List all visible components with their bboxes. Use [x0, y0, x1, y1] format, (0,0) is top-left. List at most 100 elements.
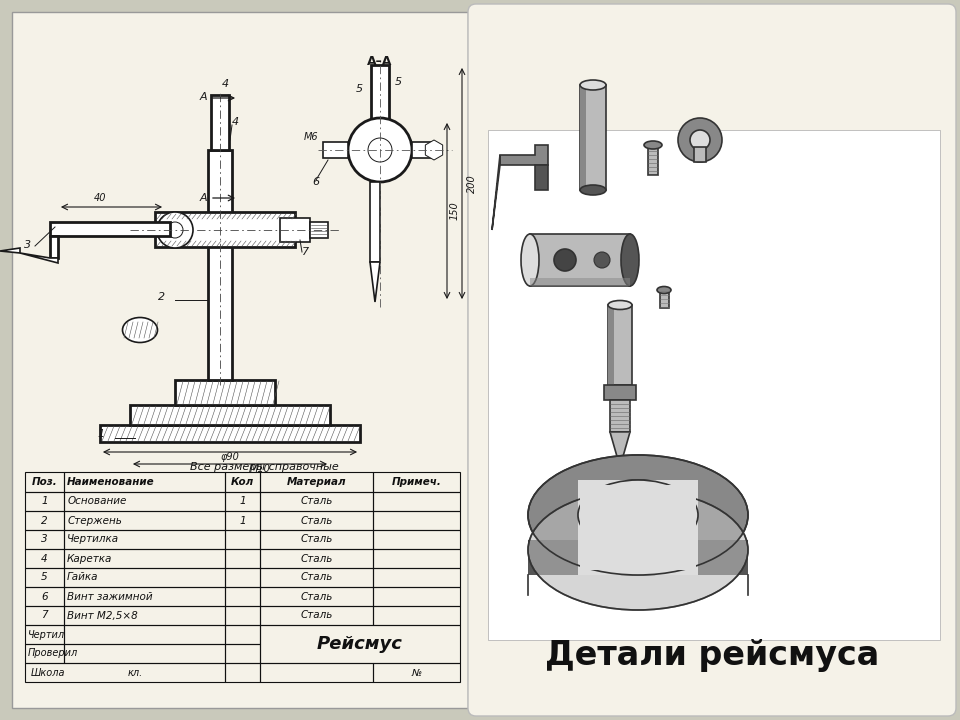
Text: Стержень: Стержень	[67, 516, 122, 526]
Text: 7: 7	[41, 611, 48, 621]
Text: Сталь: Сталь	[300, 611, 332, 621]
Bar	[412, 142, 434, 158]
Circle shape	[690, 130, 710, 150]
Bar	[528, 540, 748, 575]
Text: 4: 4	[222, 79, 229, 89]
Polygon shape	[500, 145, 548, 165]
Bar	[373, 530, 460, 549]
Bar	[100, 425, 360, 442]
Text: Материал: Материал	[287, 477, 347, 487]
Text: Гайка: Гайка	[67, 572, 99, 582]
Bar	[25, 511, 64, 530]
Bar	[260, 549, 373, 568]
Bar	[50, 236, 58, 258]
Polygon shape	[425, 140, 443, 160]
Ellipse shape	[578, 480, 698, 550]
Circle shape	[554, 249, 576, 271]
Bar	[25, 492, 64, 511]
Text: Сталь: Сталь	[300, 592, 332, 601]
Bar	[370, 182, 380, 262]
Bar	[50, 222, 170, 236]
Bar	[225, 663, 260, 682]
Ellipse shape	[580, 185, 606, 195]
Text: М10: М10	[250, 464, 271, 474]
FancyBboxPatch shape	[468, 4, 956, 716]
Bar	[371, 65, 389, 120]
Bar	[260, 587, 373, 606]
Text: Сталь: Сталь	[300, 572, 332, 582]
Bar	[260, 530, 373, 549]
Bar	[25, 549, 64, 568]
Text: М6: М6	[303, 132, 318, 142]
Text: Винт зажимной: Винт зажимной	[67, 592, 153, 601]
Bar	[373, 511, 460, 530]
Bar	[488, 130, 940, 640]
Text: 5: 5	[356, 84, 363, 94]
Bar	[25, 530, 64, 549]
Bar	[225, 511, 260, 530]
Text: 4: 4	[232, 117, 239, 127]
Text: 200: 200	[467, 175, 477, 194]
Polygon shape	[492, 155, 500, 230]
Bar	[211, 95, 229, 150]
Text: Основание: Основание	[67, 497, 127, 506]
Bar	[373, 587, 460, 606]
Bar	[175, 380, 275, 405]
Ellipse shape	[123, 318, 157, 343]
Bar	[130, 405, 330, 425]
Polygon shape	[20, 253, 58, 263]
Bar	[260, 568, 373, 587]
Ellipse shape	[528, 455, 748, 575]
Bar	[280, 218, 310, 242]
Ellipse shape	[621, 234, 639, 286]
Ellipse shape	[580, 80, 606, 90]
Ellipse shape	[608, 300, 632, 310]
Bar	[580, 85, 586, 190]
Text: Винт М2,5×8: Винт М2,5×8	[67, 611, 138, 621]
Text: Рейсмус: Рейсмус	[317, 635, 403, 653]
Bar	[260, 663, 373, 682]
Bar	[373, 568, 460, 587]
Circle shape	[594, 252, 610, 268]
Text: Все размеры справочные: Все размеры справочные	[190, 462, 339, 472]
Text: 1: 1	[239, 497, 246, 506]
Bar	[64, 472, 225, 492]
Circle shape	[368, 138, 392, 162]
Text: 3: 3	[24, 240, 32, 250]
Bar	[64, 587, 225, 606]
Text: Проверил: Проверил	[28, 649, 79, 659]
Text: Детали рейсмуса: Детали рейсмуса	[545, 639, 879, 672]
Text: 6: 6	[312, 177, 320, 187]
Bar	[225, 472, 260, 492]
Text: Школа: Школа	[31, 667, 65, 678]
Circle shape	[157, 212, 193, 248]
Bar	[64, 625, 225, 644]
Bar	[225, 568, 260, 587]
Text: Сталь: Сталь	[300, 534, 332, 544]
Bar	[64, 492, 225, 511]
Bar	[604, 385, 636, 400]
Bar	[12, 12, 468, 708]
Bar	[580, 85, 606, 190]
Text: 6: 6	[41, 592, 48, 601]
Circle shape	[678, 118, 722, 162]
Ellipse shape	[657, 287, 671, 294]
Bar	[530, 234, 630, 286]
Text: 3: 3	[41, 534, 48, 544]
Bar	[373, 663, 460, 682]
Bar	[310, 222, 328, 238]
Bar	[25, 568, 64, 587]
Text: А–А: А–А	[368, 55, 393, 68]
Bar	[373, 549, 460, 568]
Bar	[225, 587, 260, 606]
Text: Сталь: Сталь	[300, 497, 332, 506]
Text: Чертил: Чертил	[28, 629, 65, 639]
Text: Кол: Кол	[230, 477, 254, 487]
Bar	[225, 644, 260, 663]
Bar	[530, 278, 630, 286]
Ellipse shape	[521, 234, 539, 286]
Text: 5: 5	[395, 77, 402, 87]
Text: А: А	[200, 92, 207, 102]
Text: 1: 1	[98, 429, 105, 439]
Bar	[25, 472, 64, 492]
